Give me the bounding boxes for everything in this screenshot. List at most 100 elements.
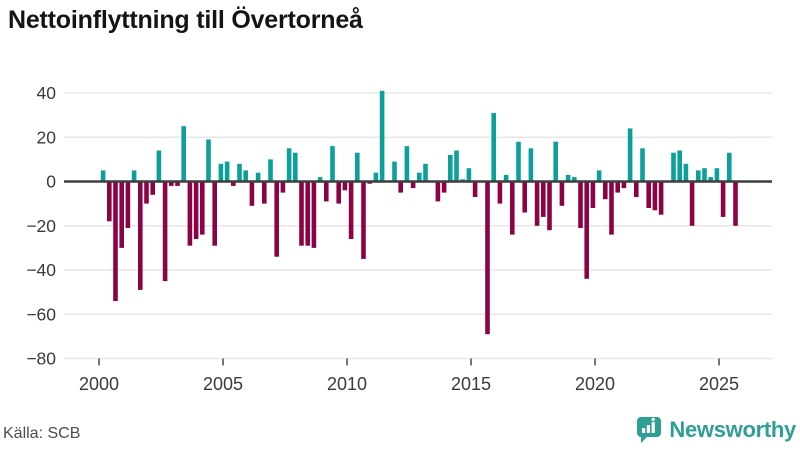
bar [714, 168, 720, 182]
bar [162, 181, 168, 282]
bar [454, 150, 459, 182]
bar [305, 181, 310, 246]
bar [671, 152, 676, 182]
bar [696, 170, 701, 182]
x-tick-label: 2025 [699, 374, 739, 394]
bar [280, 181, 286, 193]
y-tick-label: −60 [26, 304, 56, 324]
newsworthy-logo-icon [637, 417, 662, 443]
bar [677, 150, 682, 182]
y-tick-label: −40 [26, 260, 56, 280]
bar [187, 181, 193, 246]
bar [299, 181, 304, 246]
bar [392, 161, 397, 182]
y-tick-label: 0 [46, 172, 56, 192]
bar [169, 181, 174, 186]
bar [262, 181, 267, 204]
x-tick-label: 2015 [451, 374, 491, 394]
bar [131, 170, 137, 182]
x-tick-label: 2000 [79, 374, 119, 394]
bar [255, 172, 261, 182]
bar [417, 172, 422, 182]
bar [596, 170, 602, 182]
bar [572, 177, 577, 182]
bar [708, 177, 713, 182]
bar [485, 181, 490, 335]
bar [733, 181, 738, 226]
bar [324, 181, 329, 202]
bar [627, 128, 633, 182]
bar [175, 181, 180, 186]
bar [646, 181, 651, 208]
bar [355, 152, 360, 182]
logo-bar-1 [642, 428, 646, 433]
bar [398, 181, 403, 193]
bar [658, 181, 664, 215]
bar [224, 161, 230, 182]
bar [615, 181, 620, 193]
bar [553, 141, 558, 182]
y-tick-label: −20 [26, 216, 56, 236]
bar [125, 181, 131, 228]
bar [423, 163, 428, 182]
bar [448, 154, 453, 182]
y-tick-label: −80 [26, 349, 56, 369]
bar [683, 163, 689, 182]
bar [634, 181, 639, 197]
source-label: Källa: SCB [3, 425, 81, 442]
bar [559, 181, 565, 206]
bar [268, 159, 273, 182]
y-tick-label: 20 [37, 127, 57, 147]
logo-dot [651, 417, 656, 422]
x-tick-label: 2010 [327, 374, 367, 394]
bar [590, 181, 596, 208]
bar [231, 181, 236, 186]
bar [565, 174, 571, 182]
bar [193, 181, 199, 239]
bar [342, 181, 348, 191]
bar [584, 181, 589, 279]
bar [640, 148, 645, 182]
bar [404, 146, 410, 182]
bar [286, 148, 292, 182]
bar [491, 112, 496, 182]
bar [534, 181, 540, 226]
bar [503, 174, 509, 182]
bar [373, 172, 379, 182]
bar [200, 181, 205, 235]
bar [237, 163, 242, 182]
bar [336, 181, 341, 204]
bar [702, 168, 707, 182]
bar [689, 181, 695, 226]
bar [361, 181, 366, 259]
bar [181, 126, 186, 182]
bar [243, 170, 248, 182]
bar [249, 181, 255, 206]
bar [119, 181, 124, 248]
bar [113, 181, 118, 301]
bar [144, 181, 149, 204]
bar [206, 139, 211, 182]
bar [652, 181, 658, 211]
x-tick-label: 2020 [575, 374, 615, 394]
bar [621, 181, 627, 189]
bar [603, 181, 608, 200]
bar [472, 181, 478, 197]
y-tick-label: 40 [37, 83, 57, 103]
bar [156, 150, 162, 182]
bar [435, 181, 441, 202]
bar [609, 181, 614, 235]
bar [138, 181, 143, 290]
bar [212, 181, 217, 246]
bar [330, 146, 335, 182]
bar [720, 181, 726, 217]
bar [528, 148, 534, 182]
chart-title: Nettoinflyttning till Övertorneå [8, 6, 363, 34]
bar [150, 181, 155, 195]
logo-bar-3 [652, 422, 656, 433]
bar [274, 181, 279, 257]
bar [348, 181, 354, 239]
newsworthy-logo-text: Newsworthy [669, 417, 796, 442]
